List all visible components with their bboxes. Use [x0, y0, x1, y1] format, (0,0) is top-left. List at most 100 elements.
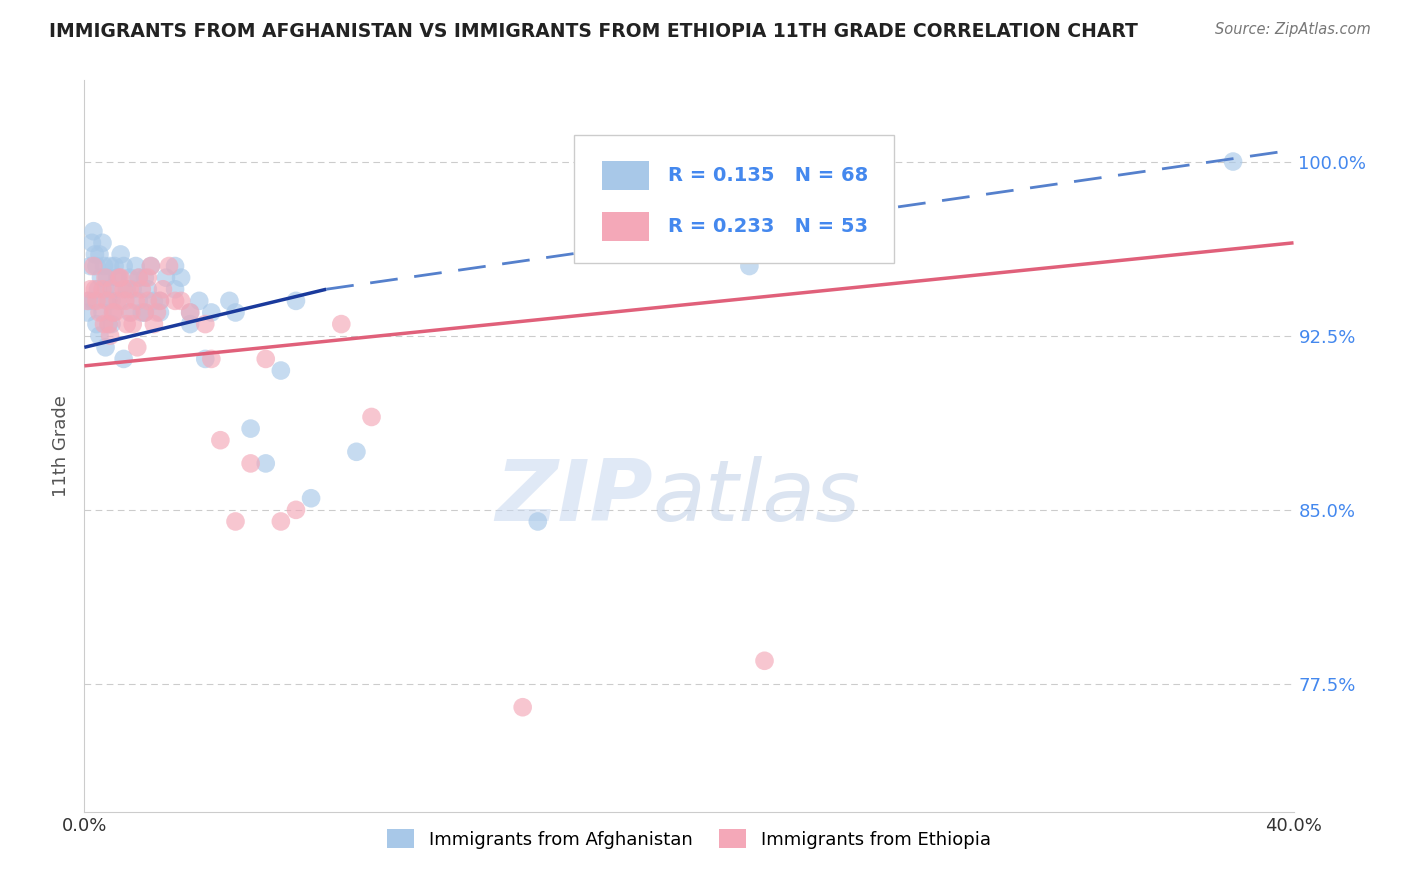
Point [142, 293, 165, 308]
Point [91, 235, 114, 250]
Point [136, 270, 159, 285]
Point [179, 305, 201, 319]
Point [149, 293, 172, 308]
Point [104, 305, 127, 319]
Point [86, 317, 108, 331]
Point [139, 259, 162, 273]
Point [110, 270, 132, 285]
Point [346, 445, 368, 459]
Point [165, 282, 187, 296]
Point [149, 293, 172, 308]
Point [225, 515, 247, 529]
Point [299, 491, 322, 506]
Point [194, 351, 217, 366]
Point [127, 340, 149, 354]
Point [125, 259, 148, 273]
Point [108, 270, 131, 285]
Point [94, 340, 117, 354]
Point [118, 270, 141, 285]
Point [84, 247, 107, 261]
Point [89, 247, 111, 261]
Point [285, 503, 308, 517]
Point [120, 305, 142, 319]
Point [194, 317, 217, 331]
Point [112, 259, 135, 273]
Point [110, 247, 132, 261]
Point [125, 293, 148, 308]
Point [330, 317, 353, 331]
Point [87, 282, 110, 296]
Point [76, 293, 98, 308]
Text: IMMIGRANTS FROM AFGHANISTAN VS IMMIGRANTS FROM ETHIOPIA 11TH GRADE CORRELATION C: IMMIGRANTS FROM AFGHANISTAN VS IMMIGRANT… [49, 22, 1137, 41]
Point [527, 515, 550, 529]
Point [107, 270, 129, 285]
Point [134, 305, 156, 319]
Point [101, 305, 124, 319]
FancyBboxPatch shape [602, 161, 650, 190]
Point [107, 270, 129, 285]
Point [112, 282, 135, 296]
Point [100, 317, 122, 331]
Point [200, 305, 222, 319]
Point [225, 305, 247, 319]
Point [107, 293, 129, 308]
Point [76, 305, 98, 319]
Point [738, 259, 761, 273]
Point [285, 293, 308, 308]
Point [136, 282, 159, 296]
Point [218, 293, 240, 308]
Point [200, 351, 222, 366]
Point [96, 293, 118, 308]
Text: Source: ZipAtlas.com: Source: ZipAtlas.com [1215, 22, 1371, 37]
FancyBboxPatch shape [602, 212, 650, 241]
Point [254, 351, 277, 366]
Point [121, 317, 143, 331]
Point [90, 270, 112, 285]
Y-axis label: 11th Grade: 11th Grade [52, 395, 70, 497]
Point [134, 305, 156, 319]
Point [89, 305, 111, 319]
Point [79, 282, 101, 296]
Point [98, 328, 121, 343]
Point [754, 654, 776, 668]
Point [79, 259, 101, 273]
Point [98, 259, 121, 273]
Point [93, 259, 115, 273]
Point [118, 282, 141, 296]
Point [115, 317, 138, 331]
Text: R = 0.233   N = 53: R = 0.233 N = 53 [668, 217, 869, 236]
Point [270, 515, 292, 529]
Point [157, 259, 180, 273]
Point [134, 270, 156, 285]
Point [142, 317, 165, 331]
Point [104, 282, 127, 296]
Point [97, 293, 120, 308]
Point [188, 293, 211, 308]
Point [80, 235, 103, 250]
Text: atlas: atlas [652, 456, 860, 539]
Point [360, 409, 382, 424]
Point [209, 433, 232, 447]
Point [128, 293, 150, 308]
FancyBboxPatch shape [574, 135, 894, 263]
Point [94, 282, 117, 296]
Point [1222, 154, 1244, 169]
Point [170, 270, 193, 285]
Point [149, 305, 172, 319]
Point [110, 293, 132, 308]
Point [97, 317, 120, 331]
Point [131, 305, 153, 319]
Point [165, 259, 187, 273]
Point [139, 259, 162, 273]
Point [128, 270, 150, 285]
Point [270, 363, 292, 377]
Point [96, 270, 118, 285]
Point [115, 282, 138, 296]
Text: ZIP: ZIP [495, 456, 652, 539]
Point [131, 282, 153, 296]
Point [165, 293, 187, 308]
Point [239, 421, 262, 435]
Point [91, 282, 114, 296]
Point [254, 457, 277, 471]
Point [170, 293, 193, 308]
